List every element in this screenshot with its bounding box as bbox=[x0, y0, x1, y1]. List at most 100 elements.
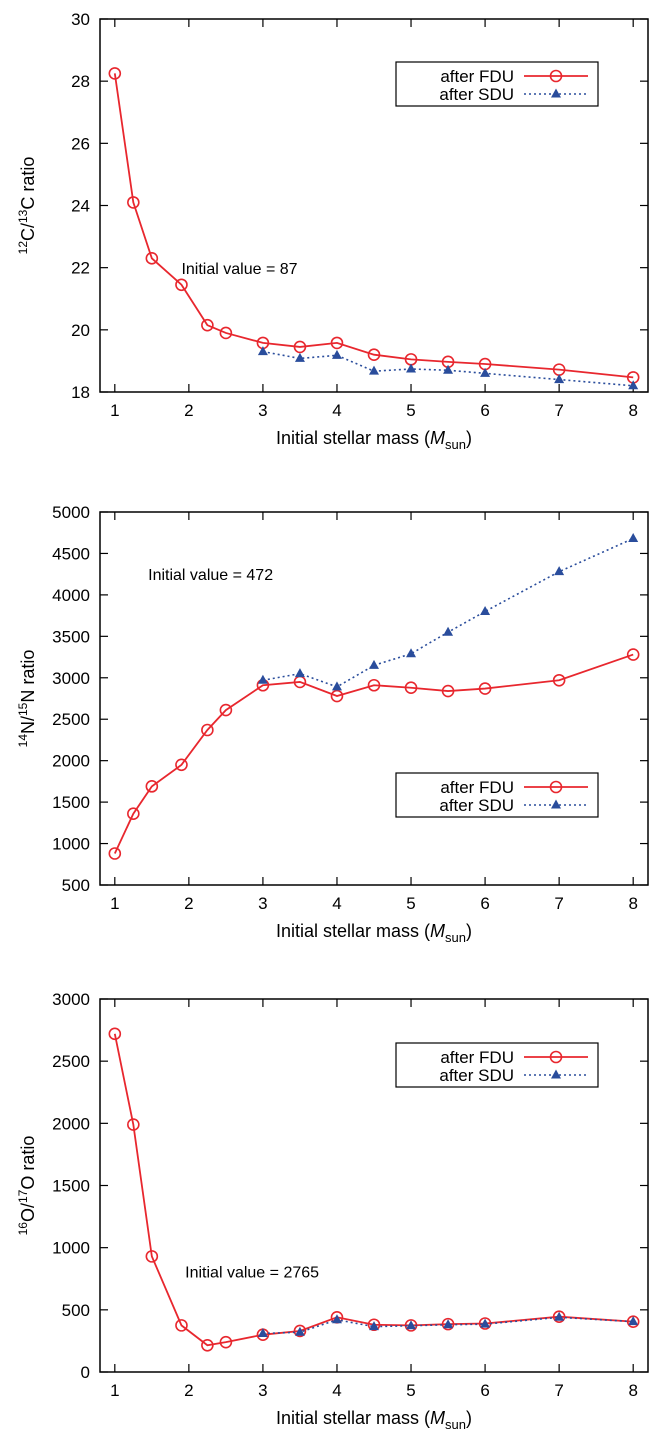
x-axis-title-close: ) bbox=[466, 428, 472, 448]
y-tick-label: 1500 bbox=[52, 793, 90, 812]
data-point bbox=[367, 1318, 381, 1332]
x-tick-label: 8 bbox=[628, 894, 637, 913]
data-point bbox=[330, 336, 344, 350]
x-axis-title-text: Initial stellar mass ( bbox=[276, 921, 430, 941]
data-point bbox=[331, 349, 342, 359]
y-axis-title-el1: N/ bbox=[18, 716, 38, 734]
data-point bbox=[331, 681, 342, 691]
x-axis-title-text: Initial stellar mass ( bbox=[276, 1408, 430, 1428]
initial-value-annotation: Initial value = 2765 bbox=[185, 1265, 319, 1282]
data-point bbox=[331, 1314, 342, 1324]
data-point bbox=[330, 689, 344, 703]
chart-panel-3: 1 2 3 4 5 6 7 8 0 500 1000 1500 2000 2500 3000 Initial … bbox=[16, 990, 649, 1432]
legend-label: after SDU bbox=[439, 85, 514, 104]
y-tick-label: 18 bbox=[71, 383, 90, 402]
data-point bbox=[293, 340, 307, 354]
data-point bbox=[480, 367, 491, 377]
legend-label: after FDU bbox=[440, 1048, 514, 1067]
y-axis-title-sup1: 16 bbox=[16, 1222, 30, 1236]
y-axis-title-el1: C/ bbox=[18, 223, 38, 241]
data-point bbox=[369, 365, 379, 375]
y-tick-label: 22 bbox=[71, 259, 90, 278]
x-tick-label: 3 bbox=[258, 401, 267, 420]
y-axis-title-el1: O/ bbox=[18, 1203, 38, 1222]
series-line bbox=[262, 537, 634, 688]
data-point bbox=[219, 703, 233, 717]
series-after-sdu bbox=[257, 346, 639, 390]
data-point bbox=[628, 1316, 639, 1326]
y-axis-title: 16O/17O ratio bbox=[16, 1136, 38, 1236]
y-tick-label: 20 bbox=[71, 321, 90, 340]
data-point bbox=[145, 780, 159, 793]
x-tick-label: 5 bbox=[406, 894, 415, 913]
y-axis-title-el2: O ratio bbox=[18, 1136, 38, 1190]
x-axis-title: Initial stellar mass (Msun) bbox=[276, 428, 472, 452]
y-axis-title-sup1: 14 bbox=[16, 734, 30, 748]
data-point bbox=[108, 1027, 122, 1041]
legend-box bbox=[395, 1042, 599, 1088]
y-tick-label: 1000 bbox=[52, 1239, 90, 1258]
data-point bbox=[441, 684, 455, 698]
data-point bbox=[201, 723, 214, 737]
legend-label: after FDU bbox=[440, 67, 514, 86]
series-line bbox=[262, 350, 634, 387]
y-tick-label: 30 bbox=[71, 10, 90, 29]
y-tick-label: 1500 bbox=[52, 1177, 90, 1196]
series-after-fdu bbox=[108, 648, 640, 860]
x-tick-label: 1 bbox=[110, 401, 119, 420]
x-tick-label: 3 bbox=[258, 1381, 267, 1400]
data-point bbox=[406, 1320, 417, 1330]
data-point bbox=[257, 346, 268, 356]
y-tick-label: 3000 bbox=[52, 669, 90, 688]
x-tick-label: 2 bbox=[184, 401, 193, 420]
data-point bbox=[257, 674, 268, 684]
legend-marker bbox=[549, 1050, 563, 1064]
y-axis-title: 12C/13C ratio bbox=[16, 157, 38, 255]
data-point bbox=[443, 626, 454, 636]
data-point bbox=[175, 758, 188, 772]
y-tick-label: 5000 bbox=[52, 503, 90, 522]
y-tick-label: 28 bbox=[71, 72, 90, 91]
initial-value-annotation: Initial value = 472 bbox=[148, 567, 273, 584]
y-tick-label: 3500 bbox=[52, 627, 90, 646]
x-tick-label: 1 bbox=[110, 894, 119, 913]
legend-marker bbox=[549, 780, 563, 794]
x-tick-label: 2 bbox=[184, 1381, 193, 1400]
x-axis-title-var: M bbox=[430, 921, 445, 941]
x-tick-label: 4 bbox=[332, 401, 341, 420]
y-tick-label: 24 bbox=[71, 197, 90, 216]
series-after-fdu bbox=[108, 67, 640, 384]
series-after-sdu bbox=[257, 533, 639, 691]
x-tick-label: 3 bbox=[258, 894, 267, 913]
data-point bbox=[293, 1324, 307, 1338]
legend-marker bbox=[549, 69, 563, 83]
legend-marker bbox=[551, 799, 561, 809]
y-tick-label: 2500 bbox=[52, 1052, 90, 1071]
x-tick-label: 4 bbox=[332, 894, 341, 913]
data-point bbox=[443, 1319, 454, 1329]
y-axis-title-sup2: 15 bbox=[16, 702, 30, 716]
x-tick-label: 6 bbox=[480, 894, 489, 913]
y-tick-label: 2000 bbox=[52, 752, 90, 771]
legend-box bbox=[395, 61, 599, 107]
data-point bbox=[145, 252, 159, 265]
y-tick-label: 4500 bbox=[52, 544, 90, 563]
x-axis-title-var: M bbox=[430, 1408, 445, 1428]
data-point bbox=[441, 1317, 455, 1331]
y-axis-title-sup1: 12 bbox=[16, 241, 30, 255]
series-line bbox=[113, 73, 634, 379]
data-point bbox=[219, 326, 233, 340]
x-tick-label: 4 bbox=[332, 1381, 341, 1400]
y-axis-title-el2: C ratio bbox=[18, 157, 38, 210]
x-tick-label: 5 bbox=[406, 401, 415, 420]
x-tick-label: 6 bbox=[480, 401, 489, 420]
y-tick-label: 4000 bbox=[52, 586, 90, 605]
y-tick-label: 0 bbox=[81, 1363, 90, 1382]
data-point bbox=[127, 1118, 140, 1131]
data-point bbox=[175, 278, 188, 292]
series-line bbox=[113, 653, 634, 854]
data-point bbox=[294, 352, 305, 362]
